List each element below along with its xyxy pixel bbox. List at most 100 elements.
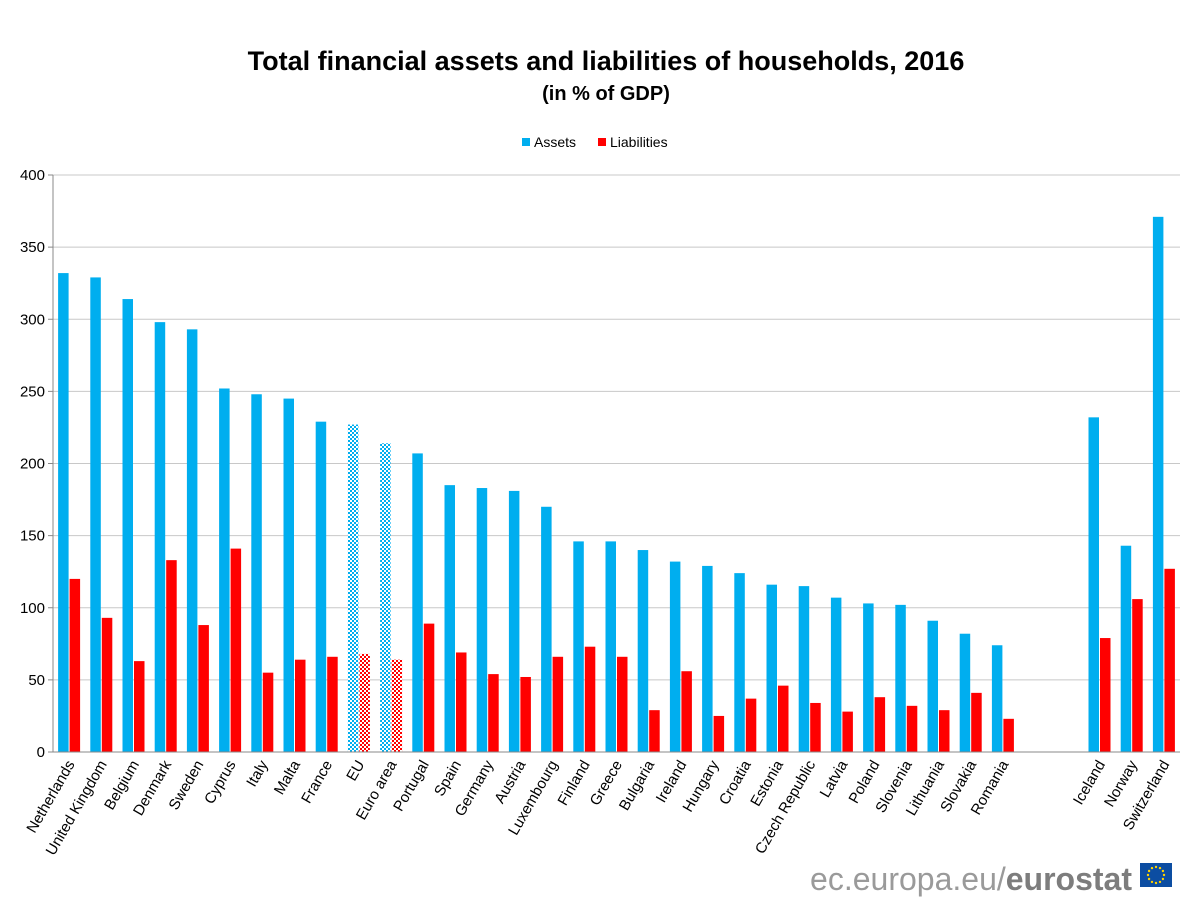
- chart: Total financial assets and liabilities o…: [0, 0, 1200, 900]
- bar-assets-denmark: [155, 322, 166, 752]
- x-tick-label: Cyprus: [201, 758, 239, 808]
- bar-liabilities-switzerland: [1164, 569, 1175, 752]
- bar-liabilities-italy: [263, 673, 274, 752]
- x-tick-label: France: [298, 758, 336, 807]
- y-tick-label: 100: [20, 600, 45, 617]
- bar-assets-spain: [445, 485, 456, 752]
- bar-liabilities-malta: [295, 660, 306, 752]
- x-tick-label: Spain: [431, 758, 465, 800]
- bar-assets-slovenia: [895, 605, 906, 752]
- bar-assets-portugal: [412, 453, 423, 752]
- bar-assets-slovakia: [960, 634, 971, 752]
- bar-assets-lithuania: [928, 621, 939, 752]
- bar-liabilities-finland: [585, 647, 596, 752]
- star-icon: [1163, 874, 1165, 876]
- bar-liabilities-spain: [456, 652, 467, 752]
- bar-liabilities-france: [327, 657, 338, 752]
- star-icon: [1147, 874, 1149, 876]
- bar-liabilities-sweden: [198, 625, 209, 752]
- bar-liabilities-luxembourg: [553, 657, 564, 752]
- y-axis: 0 50 100 150 200 250 300 350 400: [20, 167, 53, 761]
- bar-liabilities-slovakia: [971, 693, 982, 752]
- star-icon: [1155, 866, 1157, 868]
- chart-subtitle: (in % of GDP): [542, 83, 670, 105]
- bar-assets-netherlands: [58, 273, 69, 752]
- bar-assets-poland: [863, 603, 874, 752]
- bar-assets-malta: [284, 399, 295, 752]
- bar-liabilities-portugal: [424, 624, 435, 752]
- bar-assets-hungary: [702, 566, 713, 752]
- y-tick-label: 200: [20, 456, 45, 473]
- y-tick-label: 50: [28, 672, 45, 689]
- x-tick-label: EU: [343, 758, 368, 785]
- y-tick-label: 350: [20, 239, 45, 256]
- x-tick-label: Latvia: [817, 757, 852, 801]
- bar-liabilities-cyprus: [231, 549, 242, 752]
- bar-liabilities-bulgaria: [649, 710, 660, 752]
- x-tick-label: Italy: [243, 757, 272, 790]
- bar-liabilities-romania: [1003, 719, 1014, 752]
- bar-assets-eu: [348, 425, 359, 752]
- bar-assets-croatia: [734, 573, 745, 752]
- bar-assets-latvia: [831, 598, 842, 752]
- footer-site: ec.europa.eu/eurostat: [810, 861, 1132, 897]
- star-icon: [1151, 881, 1153, 883]
- bar-assets-germany: [477, 488, 488, 752]
- y-tick-label: 400: [20, 167, 45, 184]
- bar-assets-switzerland: [1153, 217, 1164, 752]
- bar-assets-france: [316, 422, 327, 752]
- bar-assets-italy: [251, 394, 261, 752]
- bar-liabilities-euro-area: [392, 660, 403, 752]
- legend-swatch-assets: [522, 138, 530, 146]
- bar-liabilities-norway: [1132, 599, 1143, 752]
- bar-assets-czech-republic: [799, 586, 810, 752]
- bar-liabilities-croatia: [746, 699, 757, 752]
- bar-assets-finland: [573, 541, 584, 752]
- bar-assets-sweden: [187, 329, 198, 752]
- bar-assets-norway: [1121, 546, 1132, 752]
- star-icon: [1162, 870, 1164, 872]
- bar-liabilities-estonia: [778, 686, 789, 752]
- bar-assets-ireland: [670, 562, 681, 752]
- star-icon: [1162, 878, 1164, 880]
- star-icon: [1159, 881, 1161, 883]
- legend-label-liabilities: Liabilities: [610, 134, 668, 150]
- bar-liabilities-iceland: [1100, 638, 1111, 752]
- legend-label-assets: Assets: [534, 134, 576, 150]
- bar-assets-estonia: [767, 585, 778, 752]
- y-tick-label: 0: [37, 744, 45, 761]
- star-icon: [1148, 870, 1150, 872]
- bar-assets-belgium: [123, 299, 134, 752]
- legend-swatch-liabilities: [598, 138, 606, 146]
- star-icon: [1148, 878, 1150, 880]
- chart-title: Total financial assets and liabilities o…: [248, 46, 965, 76]
- bar-liabilities-eu: [359, 654, 370, 752]
- y-tick-label: 150: [20, 528, 45, 545]
- bar-liabilities-hungary: [714, 716, 725, 752]
- footer-logo: ec.europa.eu/eurostat: [810, 861, 1172, 897]
- bar-liabilities-latvia: [842, 712, 853, 752]
- bar-assets-iceland: [1089, 417, 1100, 752]
- bar-liabilities-austria: [520, 677, 531, 752]
- bar-assets-romania: [992, 645, 1003, 752]
- bar-liabilities-slovenia: [907, 706, 918, 752]
- bar-liabilities-germany: [488, 674, 499, 752]
- bar-liabilities-belgium: [134, 661, 145, 752]
- x-tick-label: Malta: [271, 757, 304, 798]
- bar-liabilities-czech-republic: [810, 703, 821, 752]
- y-tick-label: 300: [20, 311, 45, 328]
- bar-assets-euro-area: [380, 443, 391, 752]
- bar-liabilities-united-kingdom: [102, 618, 113, 752]
- bar-assets-bulgaria: [638, 550, 649, 752]
- legend: Assets Liabilities: [522, 134, 668, 150]
- bar-assets-united-kingdom: [90, 277, 101, 752]
- bar-assets-greece: [606, 541, 617, 752]
- bar-liabilities-greece: [617, 657, 628, 752]
- bar-assets-cyprus: [219, 388, 230, 752]
- bar-liabilities-netherlands: [70, 579, 81, 752]
- star-icon: [1151, 867, 1153, 869]
- star-icon: [1159, 867, 1161, 869]
- bar-liabilities-poland: [875, 697, 886, 752]
- bar-liabilities-denmark: [166, 560, 177, 752]
